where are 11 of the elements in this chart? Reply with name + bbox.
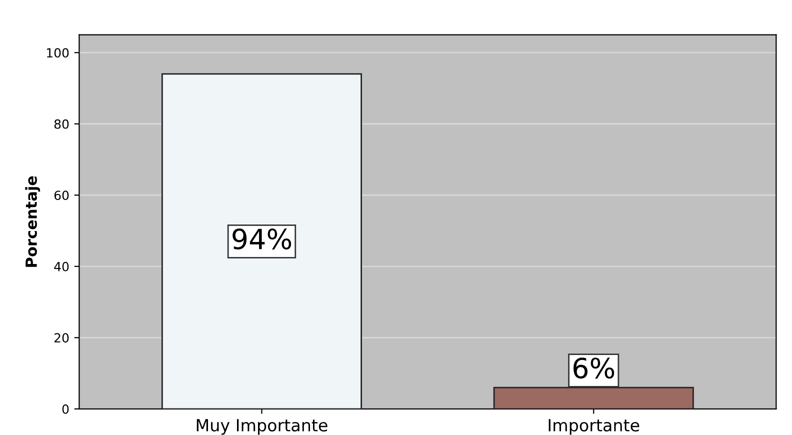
- y-axis-title: Porcentaje: [25, 176, 40, 267]
- data-label: 94%: [232, 228, 292, 250]
- y-tick-label: 40: [54, 262, 69, 272]
- y-tick-label: 60: [54, 190, 69, 200]
- x-tick-label: Importante: [548, 419, 640, 435]
- y-tick-label: 0: [62, 404, 69, 414]
- y-tick-label: 100: [46, 48, 69, 58]
- y-tick-label: 20: [54, 333, 69, 343]
- y-tick-label: 80: [54, 119, 69, 129]
- data-label: 6%: [574, 358, 614, 379]
- x-tick-label: Muy Importante: [196, 419, 328, 435]
